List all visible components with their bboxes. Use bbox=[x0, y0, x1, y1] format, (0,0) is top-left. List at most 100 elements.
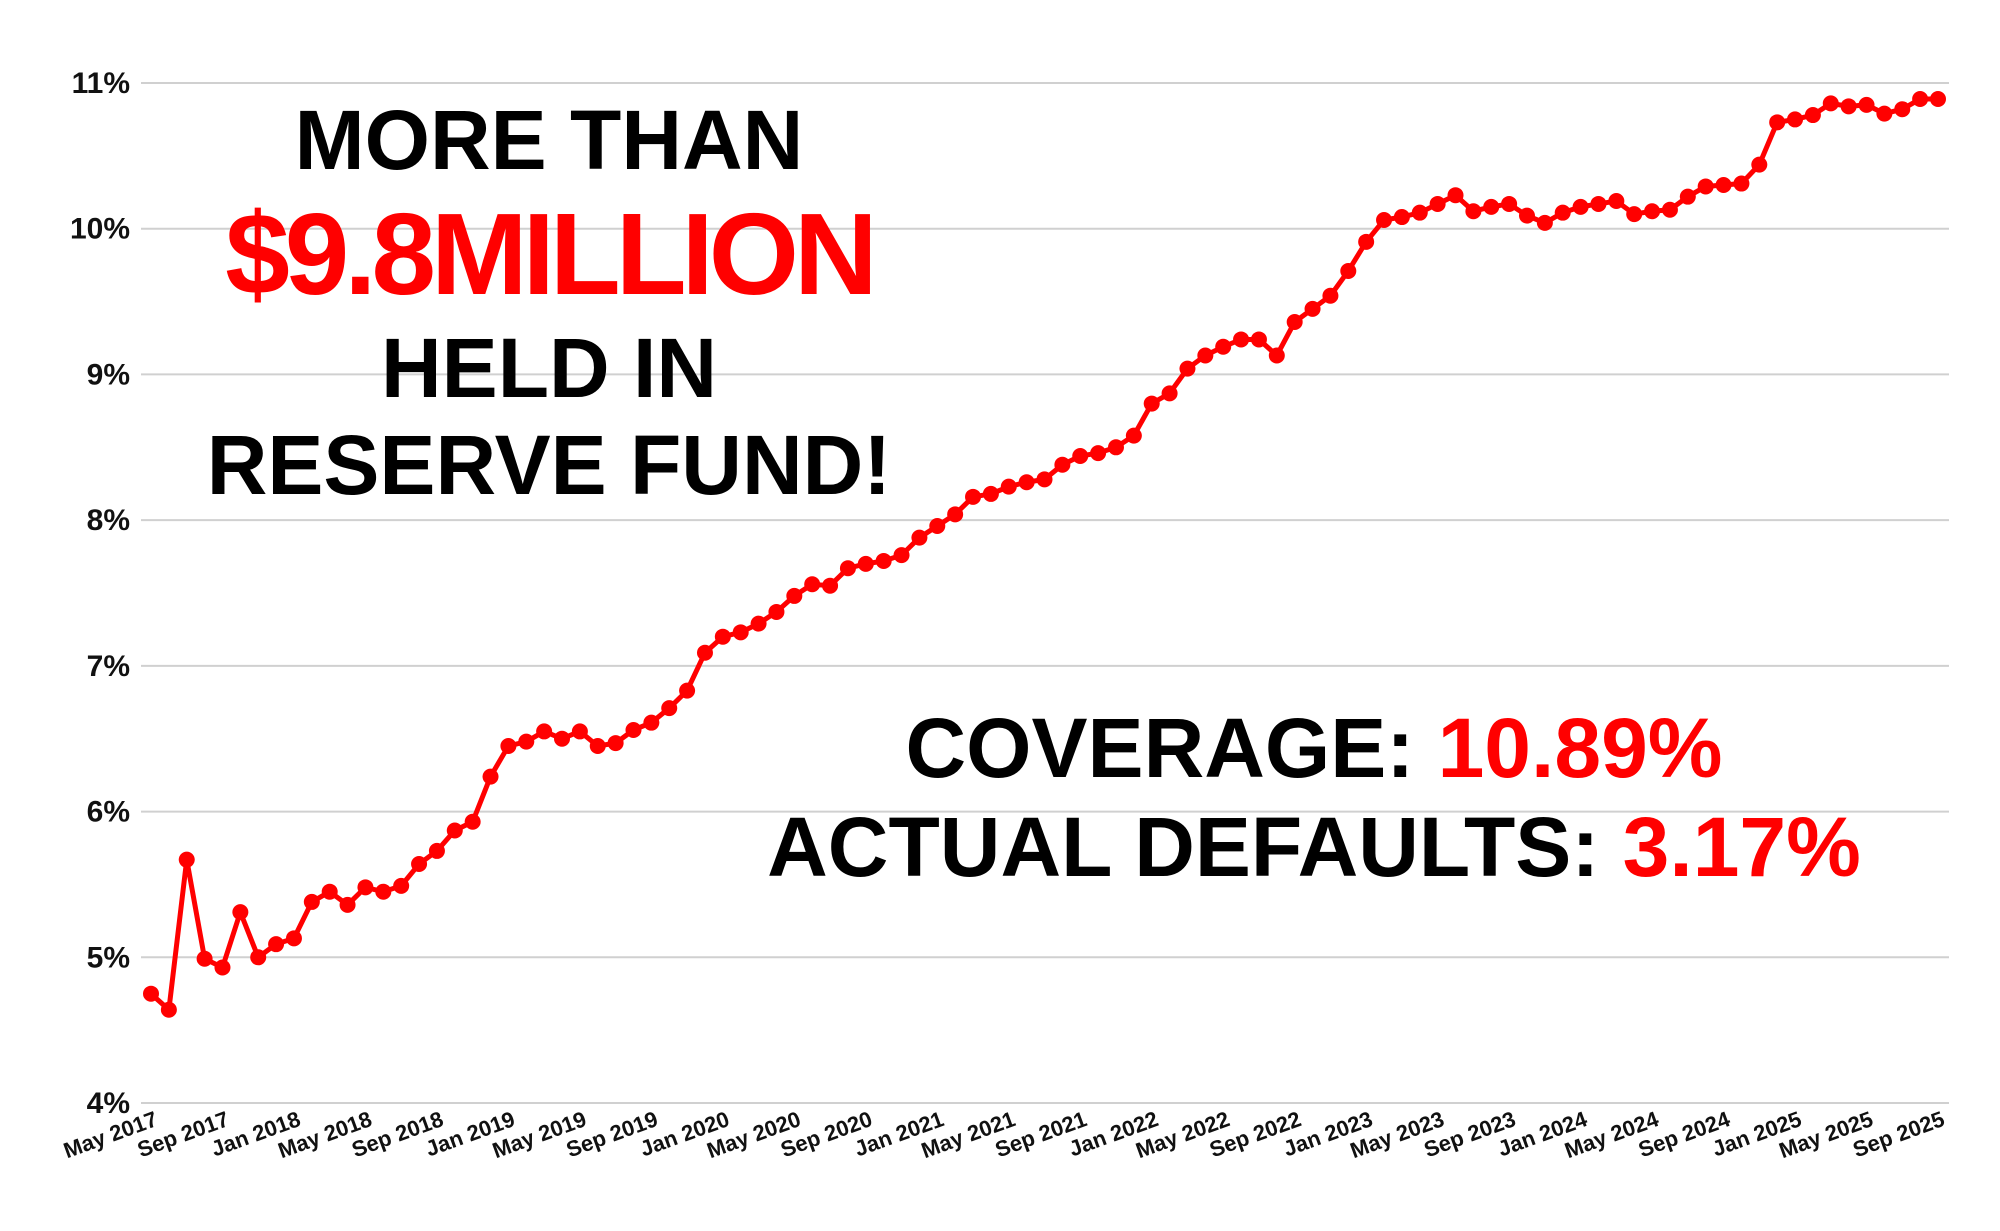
data-point bbox=[679, 682, 696, 699]
data-point bbox=[1107, 439, 1124, 456]
data-point bbox=[857, 555, 874, 572]
data-point bbox=[1215, 338, 1232, 355]
data-point bbox=[1179, 360, 1196, 377]
data-point bbox=[250, 949, 267, 966]
data-point bbox=[446, 822, 463, 839]
data-point bbox=[1465, 203, 1482, 220]
data-point bbox=[1322, 287, 1339, 304]
data-point bbox=[1626, 206, 1643, 223]
data-point bbox=[1358, 233, 1375, 250]
data-point bbox=[482, 768, 499, 785]
data-point bbox=[1787, 111, 1804, 128]
data-point bbox=[1876, 105, 1893, 122]
data-point bbox=[160, 1001, 177, 1018]
data-point bbox=[1536, 214, 1553, 231]
headline-reserve-fund: RESERVE FUND! bbox=[206, 418, 892, 512]
data-point bbox=[1679, 188, 1696, 205]
y-tick-label: 5% bbox=[87, 941, 130, 974]
data-point bbox=[1769, 114, 1786, 131]
data-point bbox=[554, 730, 571, 747]
data-point bbox=[1340, 262, 1357, 279]
data-point bbox=[178, 851, 195, 868]
headline-more-than: MORE THAN bbox=[294, 93, 804, 187]
headline-amount: $9.8MILLION bbox=[225, 189, 878, 319]
data-point bbox=[536, 723, 553, 740]
data-point bbox=[464, 813, 481, 830]
data-point bbox=[893, 547, 910, 564]
data-point bbox=[1233, 331, 1250, 348]
data-point bbox=[1036, 471, 1053, 488]
data-point bbox=[661, 700, 678, 717]
data-point bbox=[1054, 456, 1071, 473]
coverage-label: COVERAGE: bbox=[905, 701, 1438, 795]
data-point bbox=[929, 517, 946, 534]
data-point bbox=[1894, 101, 1911, 118]
gridlines bbox=[141, 82, 1949, 1104]
defaults-label: ACTUAL DEFAULTS: bbox=[767, 800, 1623, 894]
data-point bbox=[768, 603, 785, 620]
data-point bbox=[1840, 98, 1857, 115]
data-point bbox=[714, 628, 731, 645]
y-tick-label: 8% bbox=[87, 504, 130, 537]
data-point bbox=[982, 485, 999, 502]
data-point bbox=[500, 738, 517, 754]
data-point bbox=[232, 904, 249, 921]
data-point bbox=[643, 714, 660, 731]
data-point bbox=[1161, 385, 1178, 402]
coverage-annotation: COVERAGE: 10.89% bbox=[814, 706, 1814, 790]
data-point bbox=[1411, 204, 1428, 221]
data-point bbox=[732, 624, 749, 641]
data-point bbox=[1697, 178, 1714, 195]
data-point bbox=[1501, 195, 1518, 212]
data-point bbox=[1000, 478, 1017, 495]
data-point bbox=[947, 506, 964, 523]
data-point bbox=[1125, 427, 1142, 444]
data-point bbox=[965, 488, 982, 505]
data-point bbox=[1072, 448, 1089, 465]
y-tick-label: 6% bbox=[87, 796, 130, 829]
data-point bbox=[1554, 204, 1571, 221]
data-point bbox=[285, 930, 302, 947]
data-point bbox=[1286, 313, 1303, 330]
data-point bbox=[143, 985, 159, 1002]
y-axis-ticks: 4% 5% 6% 7% 8% 9% 10% 11% bbox=[70, 67, 130, 1120]
data-point bbox=[822, 577, 839, 594]
data-point bbox=[911, 529, 928, 546]
y-tick-label: 9% bbox=[87, 358, 130, 391]
data-point bbox=[1376, 211, 1393, 228]
data-point bbox=[1393, 209, 1410, 226]
data-point bbox=[1197, 347, 1214, 364]
y-tick-label: 11% bbox=[72, 67, 130, 100]
defaults-value: 3.17% bbox=[1622, 800, 1861, 894]
data-point bbox=[375, 883, 392, 900]
data-point bbox=[1304, 300, 1321, 317]
data-point bbox=[1429, 195, 1446, 212]
data-point bbox=[571, 723, 588, 740]
data-point bbox=[357, 879, 374, 896]
data-point bbox=[1268, 347, 1285, 364]
data-point bbox=[268, 936, 285, 953]
data-point bbox=[1608, 193, 1625, 210]
data-point bbox=[214, 959, 231, 976]
data-point bbox=[428, 842, 445, 859]
series-reserve-coverage bbox=[143, 91, 1946, 1018]
data-point bbox=[518, 733, 535, 750]
data-point bbox=[339, 896, 356, 913]
data-point bbox=[1733, 175, 1750, 192]
data-point bbox=[1590, 195, 1607, 212]
data-point bbox=[411, 856, 428, 873]
data-point bbox=[696, 644, 713, 661]
data-point bbox=[1644, 203, 1661, 220]
data-point bbox=[1447, 187, 1464, 204]
data-point bbox=[321, 883, 338, 900]
data-point bbox=[1930, 91, 1946, 108]
data-point bbox=[1715, 177, 1732, 193]
data-point bbox=[839, 560, 856, 577]
data-point bbox=[196, 950, 213, 967]
data-point bbox=[625, 721, 642, 738]
data-point bbox=[1858, 96, 1875, 113]
data-point bbox=[1661, 201, 1678, 218]
